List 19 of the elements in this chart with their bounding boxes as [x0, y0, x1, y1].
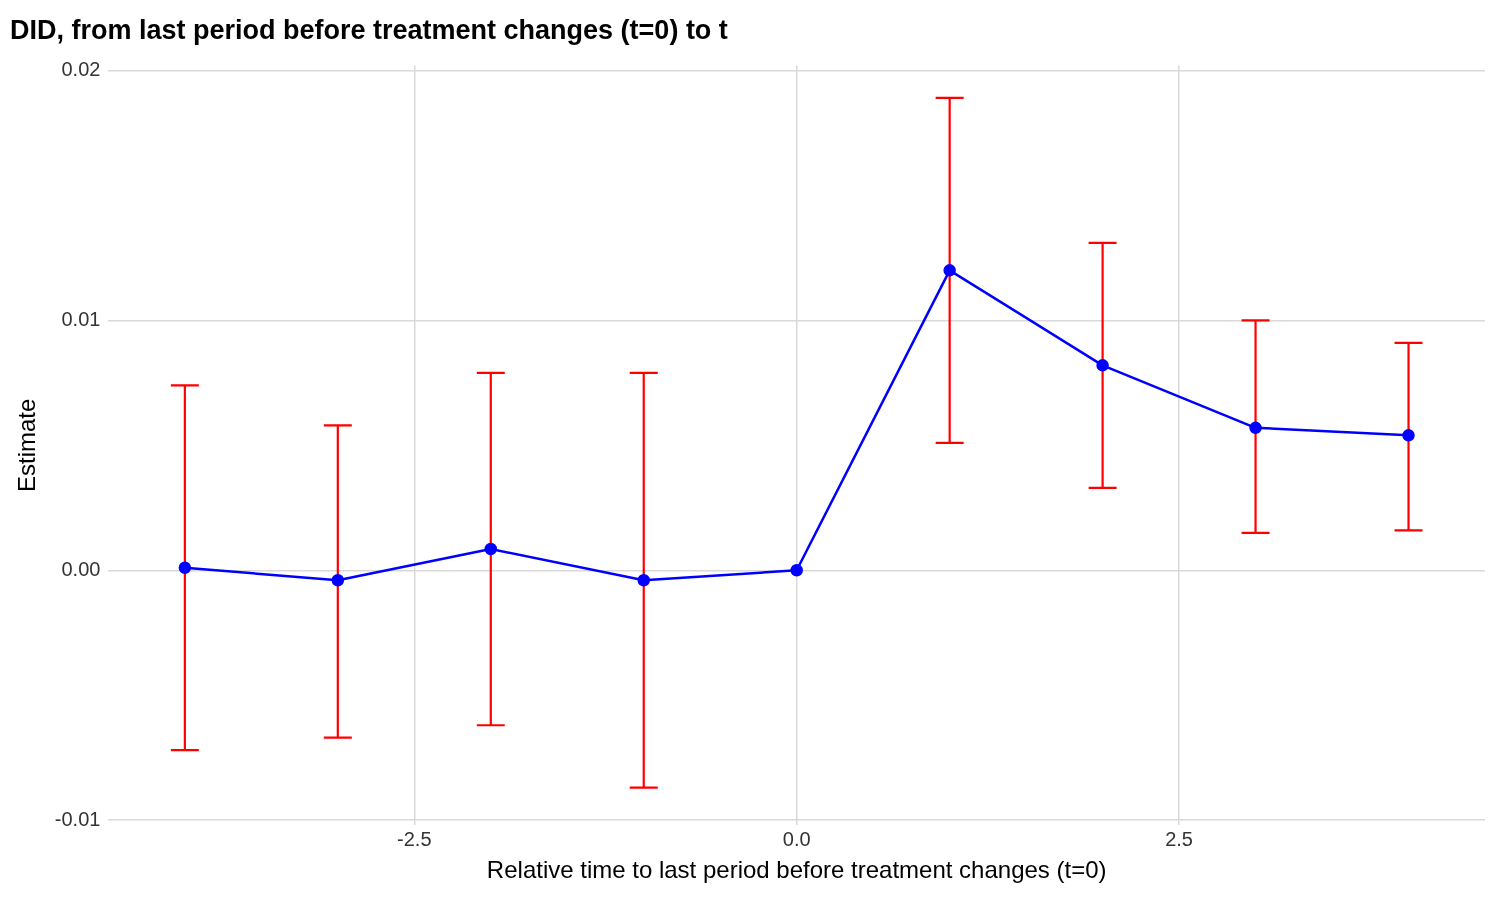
y-tick-label: -0.01 [54, 807, 101, 830]
x-tick-label: 0.0 [782, 827, 811, 850]
x-tick-label: -2.5 [397, 827, 432, 850]
y-axis-title: Estimate [13, 398, 41, 492]
point [943, 264, 956, 277]
point [790, 564, 803, 577]
point [1096, 359, 1109, 372]
point [1249, 421, 1262, 435]
x-axis-title: Relative time to last period before treatment changes (t=0) [486, 856, 1107, 884]
point [637, 574, 650, 587]
point [331, 574, 345, 587]
point [178, 561, 192, 575]
y-tick-label: 0.00 [61, 557, 101, 580]
chart-title: DID, from last period before treatment changes (t=0) to t [10, 14, 728, 45]
point [1402, 429, 1415, 442]
y-tick-label: 0.02 [61, 57, 101, 80]
point [484, 542, 498, 556]
y-tick-label: 0.01 [61, 307, 101, 330]
x-tick-label: 2.5 [1165, 827, 1193, 850]
